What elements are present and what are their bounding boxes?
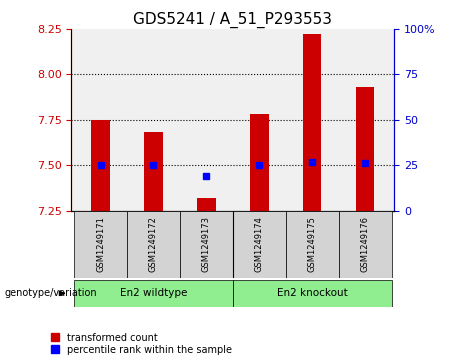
Bar xyxy=(233,280,391,307)
Text: GSM1249174: GSM1249174 xyxy=(255,216,264,272)
Bar xyxy=(197,198,216,211)
Bar xyxy=(356,87,374,211)
Bar xyxy=(250,114,268,211)
Text: genotype/variation: genotype/variation xyxy=(5,288,97,298)
Bar xyxy=(127,211,180,278)
Bar xyxy=(339,211,391,278)
Bar xyxy=(74,280,233,307)
Bar xyxy=(180,211,233,278)
Legend: transformed count, percentile rank within the sample: transformed count, percentile rank withi… xyxy=(51,333,231,355)
Text: En2 wildtype: En2 wildtype xyxy=(120,288,187,298)
Bar xyxy=(303,34,321,211)
Text: GSM1249176: GSM1249176 xyxy=(361,216,370,272)
Text: GSM1249173: GSM1249173 xyxy=(202,216,211,272)
Bar xyxy=(286,211,339,278)
Bar xyxy=(74,211,127,278)
Bar xyxy=(91,120,110,211)
Text: En2 knockout: En2 knockout xyxy=(277,288,348,298)
Text: GSM1249172: GSM1249172 xyxy=(149,216,158,272)
Text: GSM1249171: GSM1249171 xyxy=(96,216,105,272)
Bar xyxy=(144,132,163,211)
Text: GSM1249175: GSM1249175 xyxy=(307,216,317,272)
Bar xyxy=(233,211,286,278)
Title: GDS5241 / A_51_P293553: GDS5241 / A_51_P293553 xyxy=(133,12,332,28)
